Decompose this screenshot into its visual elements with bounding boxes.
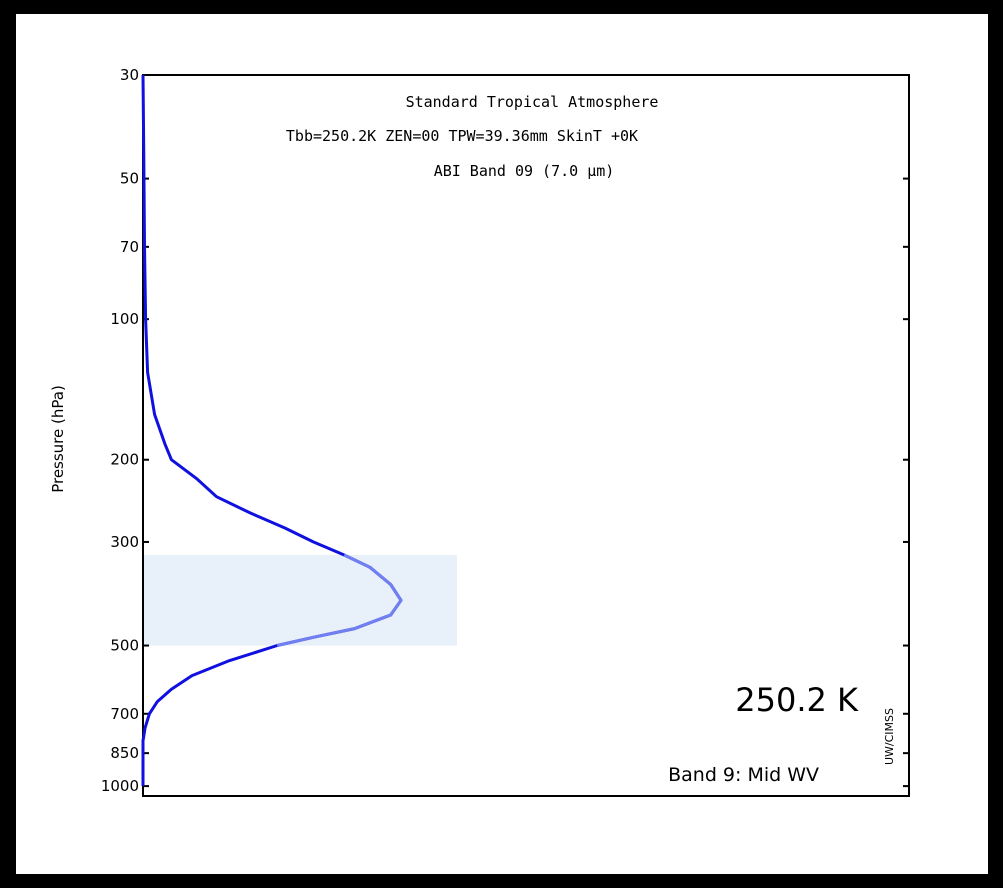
y-tick-label: 500 [110, 637, 139, 655]
y-axis-ticks: 30 50 70 100 200 300 500 700 850 1000 [101, 66, 909, 795]
y-tick-label: 100 [110, 310, 139, 328]
weighting-function-highlight [276, 553, 403, 647]
band-label: ABI Band 09 (7.0 µm) [434, 162, 615, 180]
series-group [141, 74, 403, 787]
value-readout: 250.2 K [735, 681, 859, 719]
credit-label: UW/CIMSS [883, 708, 896, 765]
band-name: Band 9: Mid WV [668, 764, 819, 786]
y-tick-label: 200 [110, 451, 139, 469]
highlight-band [144, 555, 457, 646]
y-tick-label: 50 [120, 170, 139, 188]
y-tick-label: 1000 [101, 777, 139, 795]
y-tick-label: 700 [110, 705, 139, 723]
y-tick-label: 70 [120, 238, 139, 256]
y-tick-label: 300 [110, 533, 139, 551]
weighting-function-line [141, 74, 403, 787]
y-tick-label: 850 [110, 744, 139, 762]
chart-svg: 30 50 70 100 200 300 500 700 850 1000 Standard Tr… [49, 66, 910, 797]
chart-subtitle: Tbb=250.2K ZEN=00 TPW=39.36mm SkinT +0K [286, 127, 638, 145]
y-tick-label: 30 [120, 66, 139, 84]
chart-title: Standard Tropical Atmosphere [406, 93, 659, 111]
chart-frame: 30 50 70 100 200 300 500 700 850 1000 Standard Tr… [16, 14, 988, 874]
y-axis-label: Pressure (hPa) [49, 385, 67, 493]
plot-border [142, 74, 910, 797]
